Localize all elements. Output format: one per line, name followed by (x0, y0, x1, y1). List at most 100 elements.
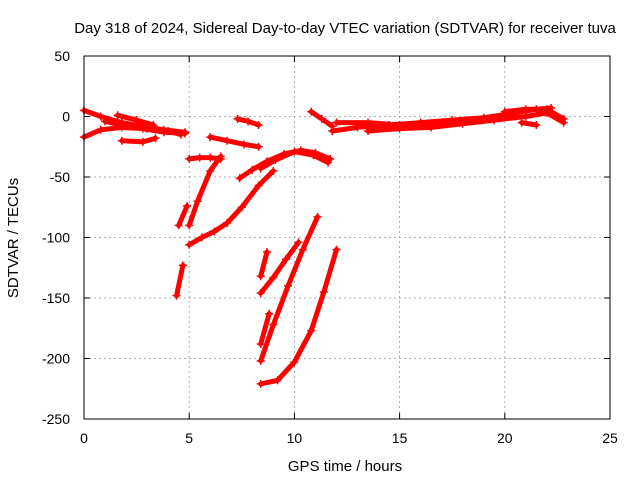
series-trace-04 (113, 111, 158, 129)
data-point-marker (176, 130, 185, 139)
data-point-marker (269, 166, 278, 175)
data-point-marker (96, 112, 105, 121)
data-point-marker (319, 287, 328, 296)
series-layer (80, 104, 568, 388)
data-point-marker (206, 153, 215, 162)
data-point-marker (254, 181, 263, 190)
data-point-marker (193, 197, 202, 206)
data-point-marker (542, 105, 551, 114)
data-point-marker (290, 147, 299, 156)
data-point-marker (185, 221, 194, 230)
data-point-marker (195, 153, 204, 162)
data-point-marker (364, 127, 373, 136)
data-point-marker (138, 137, 147, 146)
data-point-marker (395, 124, 404, 133)
data-point-marker (248, 165, 257, 174)
data-point-marker (235, 174, 244, 183)
data-point-marker (332, 245, 341, 254)
data-point-marker (521, 105, 530, 114)
data-point-marker (256, 339, 265, 348)
data-point-marker (517, 118, 526, 127)
data-point-marker (271, 156, 280, 165)
data-point-marker (256, 379, 265, 388)
data-point-marker (210, 227, 219, 236)
y-tick-label: -50 (50, 169, 70, 185)
series-trace-25 (517, 118, 541, 129)
data-point-marker (458, 119, 467, 128)
x-tick-label: 25 (602, 430, 618, 446)
data-point-marker (332, 118, 341, 127)
data-point-marker (206, 166, 215, 175)
series-trace-16 (256, 248, 272, 281)
data-point-marker (197, 233, 206, 242)
data-point-marker (290, 358, 299, 367)
data-point-marker (281, 255, 290, 264)
data-point-marker (254, 120, 263, 129)
data-point-marker (216, 154, 225, 163)
series-trace-07 (174, 202, 192, 230)
data-point-marker (521, 112, 530, 121)
series-line (258, 311, 272, 347)
data-point-marker (256, 356, 265, 365)
series-trace-05 (117, 134, 160, 146)
data-point-marker (223, 136, 232, 145)
x-tick-label: 5 (185, 430, 193, 446)
data-point-marker (284, 281, 293, 290)
series-line (176, 203, 190, 228)
data-point-marker (256, 272, 265, 281)
x-axis-title: GPS time / hours (288, 458, 402, 475)
data-point-marker (174, 221, 183, 230)
data-point-marker (149, 120, 158, 129)
data-point-marker (273, 376, 282, 385)
data-point-marker (427, 123, 436, 132)
y-tick-label: -250 (42, 411, 70, 427)
data-point-marker (143, 124, 152, 133)
y-tick-label: 50 (54, 48, 70, 64)
series-trace-09 (185, 153, 225, 163)
series-trace-11 (206, 133, 263, 151)
data-point-marker (178, 261, 187, 270)
data-point-marker (269, 273, 278, 282)
series-trace-23 (364, 108, 568, 136)
data-point-marker (132, 116, 141, 125)
y-tick-label: -100 (42, 230, 70, 246)
x-tick-label: 15 (392, 430, 408, 446)
series-trace-19 (256, 212, 322, 365)
data-point-marker (328, 127, 337, 136)
data-point-marker (263, 248, 272, 257)
series-line (258, 247, 339, 387)
data-point-marker (254, 142, 263, 151)
series-trace-08 (185, 152, 225, 230)
data-point-marker (324, 158, 333, 167)
data-point-marker (317, 114, 326, 123)
data-point-marker (172, 291, 181, 300)
series-trace-24 (500, 105, 568, 123)
series-trace-03 (101, 117, 185, 139)
series-line (207, 134, 262, 150)
series-trace-17 (256, 238, 303, 298)
series-trace-10 (185, 166, 278, 249)
y-tick-label: -200 (42, 351, 70, 367)
y-tick-label: -150 (42, 290, 70, 306)
series-trace-06 (172, 261, 187, 300)
data-point-marker (151, 134, 160, 143)
data-point-marker (185, 240, 194, 249)
x-tick-label: 10 (287, 430, 303, 446)
data-point-marker (313, 212, 322, 221)
data-point-marker (309, 151, 318, 160)
series-line (186, 153, 224, 228)
data-point-marker (490, 116, 499, 125)
data-point-marker (559, 114, 568, 123)
data-point-marker (117, 136, 126, 145)
tick-layer: 0 5 10 15 20 25 -250 -200 -150 -100 -50 0 50 (42, 48, 618, 446)
series-line (502, 106, 567, 122)
data-point-marker (269, 320, 278, 329)
data-point-marker (183, 202, 192, 211)
series-trace-12 (233, 114, 263, 129)
data-point-marker (256, 289, 265, 298)
series-trace-15 (307, 107, 337, 131)
data-point-marker (233, 114, 242, 123)
series-line (186, 155, 224, 162)
y-tick-label: 0 (62, 109, 70, 125)
